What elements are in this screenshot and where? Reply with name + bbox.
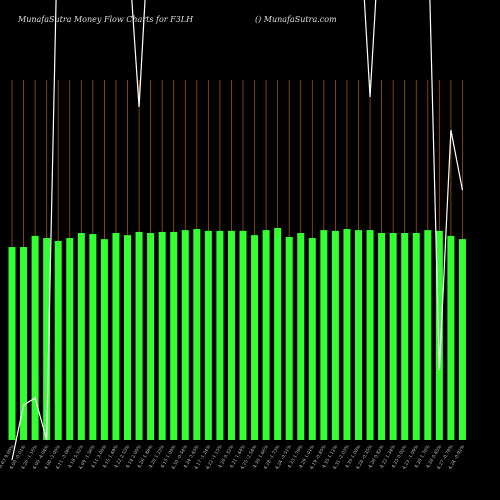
bar — [412, 233, 420, 440]
bar — [320, 230, 328, 440]
bar — [20, 247, 28, 440]
bar — [227, 230, 235, 440]
bar — [297, 233, 305, 440]
bar — [124, 235, 131, 440]
bar — [331, 230, 339, 440]
bar — [262, 230, 270, 440]
bar — [435, 230, 443, 440]
bar — [274, 227, 282, 440]
bar — [378, 233, 386, 440]
bar — [54, 240, 62, 440]
bar — [170, 231, 178, 440]
bar — [366, 230, 374, 440]
bar — [77, 233, 85, 440]
bar — [447, 235, 455, 440]
bar — [401, 233, 409, 440]
bar — [424, 230, 432, 440]
bar — [239, 230, 247, 440]
chart-title: MunafaSutra Money Flow Charts for F3LH — [17, 15, 194, 24]
bar — [100, 239, 108, 440]
bar — [216, 230, 224, 440]
bar — [251, 235, 259, 440]
bar — [355, 230, 362, 440]
bar — [308, 238, 316, 440]
chart-subtitle: () MunafaSutra.com — [255, 15, 337, 24]
bar — [343, 229, 351, 440]
bar — [89, 234, 97, 440]
bar — [285, 236, 293, 440]
bar — [31, 235, 39, 440]
bar — [158, 231, 166, 440]
bar — [204, 230, 212, 440]
bar — [389, 233, 397, 440]
bar — [147, 233, 155, 440]
bar — [112, 233, 120, 440]
bar — [181, 230, 189, 440]
bar — [43, 238, 51, 440]
bar — [458, 239, 466, 440]
bar — [135, 231, 143, 440]
bar — [66, 238, 74, 440]
bar — [8, 247, 16, 440]
bar — [193, 229, 201, 440]
